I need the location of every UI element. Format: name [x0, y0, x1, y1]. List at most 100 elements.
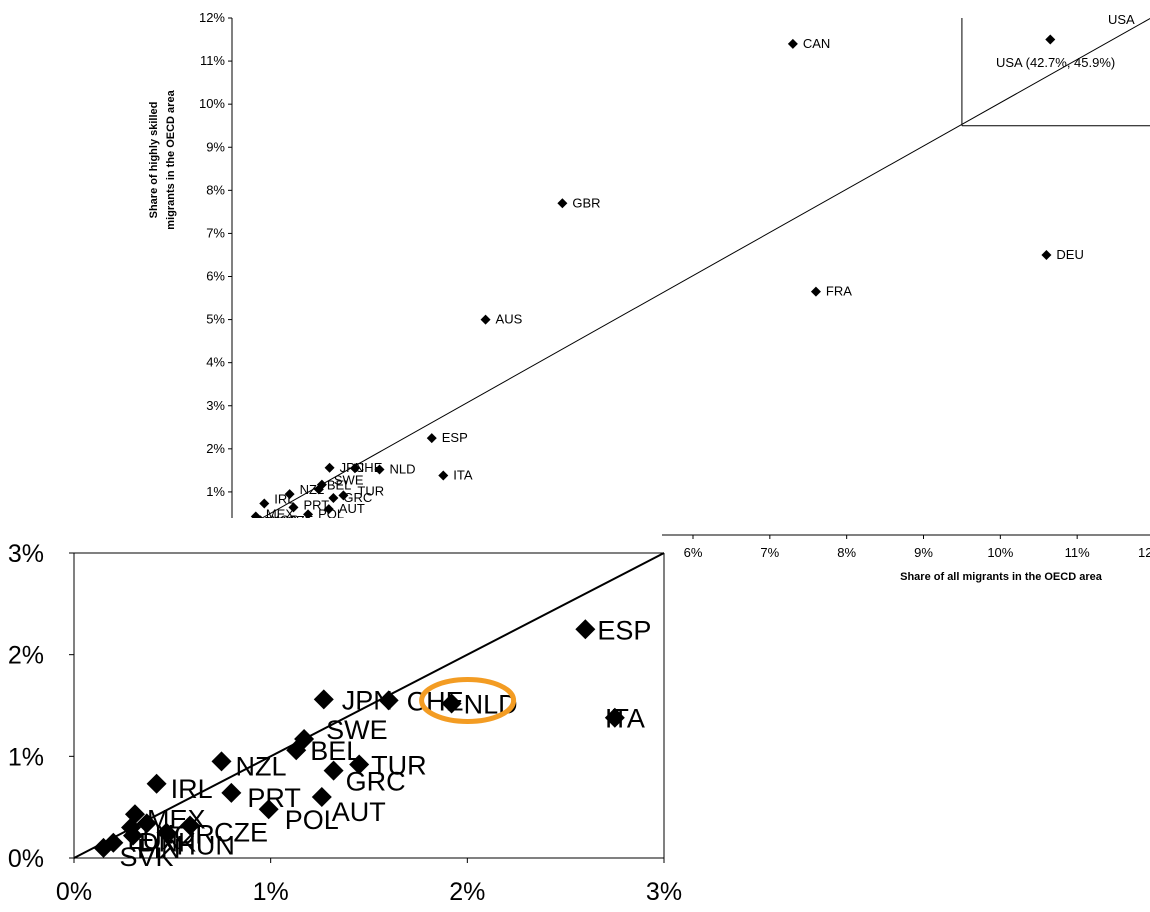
main-point-dnk	[253, 517, 256, 518]
inset-x-tick-label: 0%	[56, 878, 92, 906]
inset-x-tick-label: 3%	[646, 878, 682, 906]
main-diagonal-line	[261, 17, 1150, 518]
inset-point-label-jpn: JPN	[342, 685, 393, 715]
inset-y-tick-label: 2%	[8, 642, 44, 670]
main-point-label-hun: HUN	[278, 516, 306, 531]
inset-point-label-fin: FIN	[137, 834, 181, 864]
inset-point-label-prt: PRT	[247, 783, 301, 813]
inset-point-label-esp: ESP	[597, 615, 651, 645]
main-y-tick-label: 6%	[206, 269, 225, 284]
main-point-label-esp: ESP	[442, 430, 468, 445]
main-point-label-tur: TUR	[357, 483, 384, 498]
main-point-esp	[426, 433, 437, 444]
inset-y-tick-label: 1%	[8, 743, 44, 771]
main-y-axis-title: Share of highly skilled	[148, 102, 160, 219]
main-y-tick-label: 4%	[206, 355, 225, 370]
main-point-label-ita: ITA	[453, 468, 473, 483]
main-point-tur	[338, 490, 349, 501]
main-x-tick-label: 10%	[987, 545, 1013, 560]
inset-point-label-bel: BEL	[310, 736, 361, 766]
main-point-label-pol: POL	[318, 506, 344, 521]
inset-point-pol	[258, 799, 279, 820]
inset-point-label-cze: CZE	[214, 817, 268, 847]
inset-point-hun	[156, 822, 177, 843]
inset-point-label-nzl: NZL	[236, 751, 287, 781]
inset-point-irl	[146, 773, 167, 794]
inset-point-label-tur: TUR	[371, 750, 427, 780]
main-point-label-grc: GRC	[343, 490, 372, 505]
main-point-label-swe: SWE	[334, 473, 364, 488]
inset-x-tick-label: 2%	[449, 878, 485, 906]
main-point-nzl	[284, 489, 295, 500]
inset-point-label-che: CHE	[407, 686, 464, 716]
inset-point-label-nld: NLD	[464, 689, 518, 719]
inset-point-grc	[323, 760, 344, 781]
main-point-deu	[1041, 249, 1052, 260]
main-point-label-deu: DEU	[1056, 247, 1083, 262]
inset-point-fin	[123, 825, 143, 846]
main-y-tick-label: 10%	[199, 96, 225, 111]
inset-x-tick-label: 1%	[253, 878, 289, 906]
usa-corner-label: USA	[1108, 12, 1135, 27]
main-point-label-nld: NLD	[390, 462, 416, 477]
main-point-label-che: CHE	[355, 460, 383, 475]
main-y-tick-label: 9%	[206, 139, 225, 154]
inset-point-che	[378, 690, 399, 711]
nld-highlight-ellipse	[419, 676, 517, 724]
main-point-label-fra: FRA	[826, 284, 852, 299]
inset-point-label-mex: MEX	[147, 804, 206, 834]
inset-y-tick-label: 3%	[8, 540, 44, 568]
main-point-jpn	[324, 462, 335, 473]
main-y-tick-label: 1%	[206, 484, 225, 499]
inset-mask	[0, 519, 662, 619]
main-point-irl	[259, 498, 270, 509]
main-x-tick-label: 7%	[760, 545, 779, 560]
inset-point-nzl	[211, 751, 232, 772]
inset-point-label-lux: LUX	[127, 825, 180, 855]
main-point-nld	[374, 464, 385, 475]
main-point-label-aut: AUT	[339, 501, 365, 516]
main-point-label-bel: BEL	[327, 477, 352, 492]
main-point-label-nzl: NZL	[300, 482, 325, 497]
inset-point-label-pol: POL	[285, 805, 339, 835]
main-point-pol	[303, 509, 314, 518]
main-point-aut	[323, 504, 334, 515]
main-y-tick-label: 3%	[206, 398, 225, 413]
inset-point-aut	[311, 787, 332, 807]
main-point-nor	[257, 515, 264, 518]
main-point-label-aus: AUS	[496, 312, 523, 327]
inset-point-nor	[136, 813, 157, 834]
inset-point-svk	[93, 837, 114, 858]
main-point-label-prt: PRT	[303, 497, 329, 512]
main-point-label-irl: IRL	[274, 492, 294, 507]
inset-y-tick-label: 0%	[8, 845, 44, 873]
inset-points	[93, 619, 625, 858]
main-point-fra	[810, 286, 821, 297]
main-x-tick-label: 9%	[914, 545, 933, 560]
main-point-cze	[275, 516, 280, 518]
main-x-axis-title: Share of all migrants in the OECD area	[900, 571, 1103, 583]
usa-note-label: USA (42.7%, 45.9%)	[996, 55, 1115, 70]
inset-point-bel	[286, 740, 307, 761]
main-y-tick-label: 11%	[200, 53, 225, 68]
main-y-tick-label: 8%	[206, 182, 225, 197]
main-x-tick-label: 12%	[1138, 545, 1150, 560]
inset-point-mex	[124, 804, 145, 825]
inset-point-label-svk: SVK	[120, 842, 174, 872]
inset-point-label-swe: SWE	[326, 715, 388, 745]
inset-point-nld	[441, 693, 462, 714]
inset-point-label-irl: IRL	[171, 774, 213, 804]
inset-point-label-hun: HUN	[176, 831, 235, 861]
inset-point-label-ita: ITA	[605, 704, 645, 734]
main-point-gbr	[557, 198, 568, 209]
main-x-tick-label: 6%	[684, 545, 703, 560]
main-x-tick-label: 11%	[1065, 545, 1090, 560]
main-point-label-fin: FIN	[265, 518, 286, 533]
main-point-can	[787, 38, 798, 49]
main-point-grc	[328, 492, 339, 503]
main-point-usa	[1045, 34, 1056, 45]
main-y-tick-label: 7%	[206, 225, 225, 240]
